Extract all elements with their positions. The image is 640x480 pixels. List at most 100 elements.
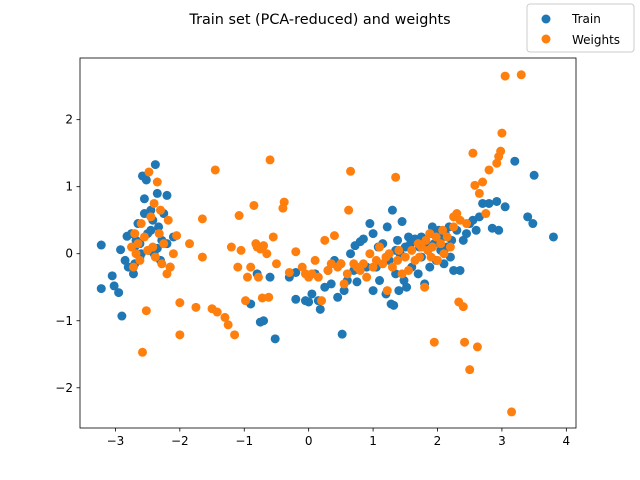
- weights-point: [285, 268, 294, 277]
- weights-point: [213, 308, 222, 317]
- y-tick-label: −2: [55, 381, 73, 395]
- weights-point: [254, 273, 263, 282]
- train-point: [142, 175, 151, 184]
- weights-point: [433, 256, 442, 265]
- legend-marker-weights: [542, 35, 551, 44]
- legend-label-weights: Weights: [572, 33, 620, 47]
- weights-point: [320, 236, 329, 245]
- weights-point: [243, 273, 252, 282]
- train-point: [346, 249, 355, 258]
- train-point: [162, 191, 171, 200]
- train-point: [510, 157, 519, 166]
- weights-point: [224, 320, 233, 329]
- train-point: [146, 226, 155, 235]
- weights-point: [311, 256, 320, 265]
- train-point: [271, 334, 280, 343]
- train-point: [462, 229, 471, 238]
- train-point: [456, 266, 465, 275]
- weights-point: [343, 269, 352, 278]
- weights-point: [436, 239, 445, 248]
- weights-point: [227, 243, 236, 252]
- weights-point: [262, 249, 271, 258]
- weights-point: [459, 302, 468, 311]
- weights-point: [465, 365, 474, 374]
- y-tick-label: 1: [65, 180, 73, 194]
- train-point: [365, 219, 374, 228]
- weights-point: [401, 253, 410, 262]
- x-tick-label: 0: [305, 434, 313, 448]
- weights-point: [415, 253, 424, 262]
- weights-point: [485, 165, 494, 174]
- weights-point: [365, 249, 374, 258]
- train-point: [114, 288, 123, 297]
- weights-point: [420, 283, 429, 292]
- weights-point: [272, 259, 281, 268]
- weights-point: [449, 212, 458, 221]
- weights-point: [481, 209, 490, 218]
- train-point: [492, 197, 501, 206]
- train-point: [388, 206, 397, 215]
- weights-point: [462, 219, 471, 228]
- weights-point: [391, 173, 400, 182]
- weights-point: [443, 232, 452, 241]
- train-point: [398, 217, 407, 226]
- weights-point: [407, 246, 416, 255]
- train-point: [140, 194, 149, 203]
- x-tick-label: −1: [235, 434, 253, 448]
- weights-point: [185, 239, 194, 248]
- weights-point: [135, 256, 144, 265]
- chart-title: Train set (PCA-reduced) and weights: [188, 12, 450, 28]
- weights-point: [496, 147, 505, 156]
- y-tick-label: −1: [55, 314, 73, 328]
- weights-point: [230, 330, 239, 339]
- train-point: [394, 286, 403, 295]
- train-point: [528, 219, 537, 228]
- weights-point: [280, 198, 289, 207]
- weights-point: [150, 199, 159, 208]
- train-point: [402, 283, 411, 292]
- legend-marker-train: [542, 15, 551, 24]
- weights-point: [475, 189, 484, 198]
- train-point: [151, 160, 160, 169]
- train-point: [369, 286, 378, 295]
- train-point: [383, 222, 392, 231]
- train-point: [389, 301, 398, 310]
- x-tick-label: 3: [498, 434, 506, 448]
- weights-point: [468, 149, 477, 158]
- weights-point: [269, 232, 278, 241]
- weights-point: [346, 167, 355, 176]
- weights-point: [129, 263, 138, 272]
- weights-point: [317, 296, 326, 305]
- weights-point: [159, 239, 168, 248]
- y-tick-label: 0: [65, 247, 73, 261]
- weights-point: [153, 178, 162, 187]
- weights-point: [211, 165, 220, 174]
- train-point: [352, 277, 361, 286]
- weights-point: [291, 247, 300, 256]
- weights-point: [130, 229, 139, 238]
- weights-point: [517, 70, 526, 79]
- weights-point: [241, 296, 250, 305]
- weights-point: [137, 219, 146, 228]
- weights-point: [249, 201, 258, 210]
- weights-point: [142, 306, 151, 315]
- weights-point: [501, 72, 510, 81]
- train-point: [327, 279, 336, 288]
- x-tick-label: −2: [171, 434, 189, 448]
- weights-point: [430, 338, 439, 347]
- weights-point: [155, 229, 164, 238]
- weights-point: [383, 286, 392, 295]
- weights-point: [428, 243, 437, 252]
- weights-point: [191, 303, 200, 312]
- weights-point: [359, 259, 368, 268]
- x-tick-label: 2: [434, 434, 442, 448]
- weights-point: [336, 259, 345, 268]
- weights-point: [198, 214, 207, 223]
- train-point: [472, 226, 481, 235]
- weights-point: [449, 222, 458, 231]
- weights-point: [362, 273, 371, 282]
- weights-point: [507, 407, 516, 416]
- weights-point: [233, 263, 242, 272]
- weights-point: [470, 181, 479, 190]
- train-point: [304, 297, 313, 306]
